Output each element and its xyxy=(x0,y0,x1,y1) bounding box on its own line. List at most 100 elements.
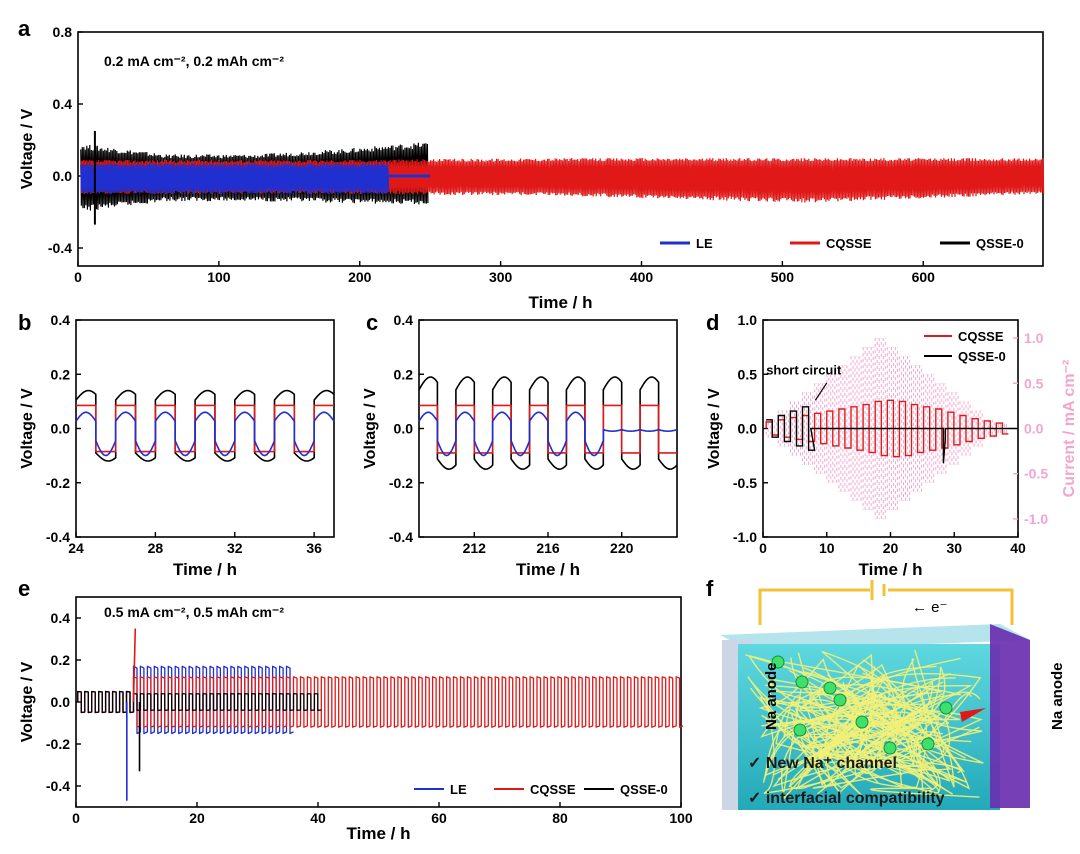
panel-label-f: f xyxy=(706,576,714,601)
x-tick-label: 10 xyxy=(819,540,835,556)
x-axis-label: Time / h xyxy=(859,560,923,579)
series-le-trace xyxy=(75,411,335,457)
y-tick-label: 0.4 xyxy=(51,312,71,328)
y-tick-label: 0.0 xyxy=(53,168,73,184)
x-axis-label: Time / h xyxy=(347,824,411,843)
check-compatibility: ✓ interfacial compatibility xyxy=(748,790,945,807)
legend-label-cqsse: CQSSE xyxy=(958,329,1004,344)
series-qsse0-trace xyxy=(766,406,1018,464)
y-axis-label: Voltage / V xyxy=(706,388,723,469)
na-ion xyxy=(855,715,869,729)
x-tick-label: 100 xyxy=(669,810,693,826)
x-tick-label: 40 xyxy=(310,810,326,826)
chart-b-zoom-early: 24 28 32 36 -0.4 -0.2 0.0 0.2 0.4 Time / h Voltage… xyxy=(19,312,335,579)
left-anode-label: Na anode xyxy=(763,662,780,730)
y-tick-label: 0.2 xyxy=(51,652,71,668)
y-tick-label: -0.2 xyxy=(46,736,70,752)
chart-e-cycling-high: 0 20 40 60 80 100 -0.4 -0.2 0.0 0.2 0.4 Time / h Vol… xyxy=(19,596,693,843)
x-tick-label: 36 xyxy=(306,540,322,556)
legend-label-qsse0: QSSE-0 xyxy=(958,349,1006,364)
x-tick-label: 300 xyxy=(489,269,513,285)
y2-axis-label: Current / mA cm⁻² xyxy=(1061,360,1078,498)
y-tick-label: 0.2 xyxy=(51,366,71,382)
chart-a-cycling: 0 100 200 300 400 500 600 -0.4 0.0 0.4 0.8 Time / h… xyxy=(19,24,1045,312)
x-axis-label: Time / h xyxy=(173,560,237,579)
na-ions xyxy=(771,655,953,755)
x-tick-label: 200 xyxy=(348,269,372,285)
panel-label-e: e xyxy=(18,576,30,601)
series-qsse-0-trace xyxy=(75,389,335,462)
y-axis-label: Voltage / V xyxy=(19,108,36,189)
y-tick-label: -0.4 xyxy=(389,529,413,545)
x-tick-label: 0 xyxy=(74,269,82,285)
x-tick-label: 30 xyxy=(946,540,962,556)
panel-label-c: c xyxy=(366,310,378,335)
short-circuit-arrow xyxy=(814,382,828,401)
y-tick-label: 0.4 xyxy=(51,610,71,626)
y-axis-label: Voltage / V xyxy=(362,388,379,469)
x-tick-label: 60 xyxy=(431,810,447,826)
y-tick-label: 0.4 xyxy=(394,312,414,328)
legend-label-le: LE xyxy=(696,236,713,251)
panel-label-d: d xyxy=(706,310,719,335)
legend-label-qsse0: QSSE-0 xyxy=(620,782,668,797)
polymer-chain xyxy=(765,671,884,792)
x-tick-label: 216 xyxy=(536,540,560,556)
schematic-f: ← e⁻ Na anode Na anode ✓ New Na⁺ channel… xyxy=(720,580,1066,810)
panel-label-b: b xyxy=(18,310,31,335)
y-tick-label: -1.0 xyxy=(733,529,757,545)
polymer-chain xyxy=(769,658,934,790)
y-tick-label: 0.5 xyxy=(738,366,758,382)
polymer-chain xyxy=(763,698,980,798)
x-tick-label: 500 xyxy=(771,269,795,285)
x-tick-label: 400 xyxy=(630,269,654,285)
series-cqsse-trace xyxy=(765,399,1009,458)
y-tick-label: 0.0 xyxy=(51,694,71,710)
x-tick-label: 220 xyxy=(610,540,634,556)
series-qsse-0-trace xyxy=(77,690,322,714)
y-tick-label: -0.4 xyxy=(46,529,70,545)
x-tick-label: 40 xyxy=(1010,540,1026,556)
x-tick-label: 20 xyxy=(189,810,205,826)
y-tick-label: -0.4 xyxy=(46,778,70,794)
na-ion xyxy=(833,693,847,707)
chart-d-ccd: 0 10 20 30 40 -1.0 -0.5 0.0 0.5 1.0 Time / h Voltag… xyxy=(706,312,1078,579)
series-le-trace xyxy=(80,163,390,195)
plot-frame xyxy=(75,319,335,538)
electron-flow-label: ← e⁻ xyxy=(912,599,947,616)
plot-frame xyxy=(77,31,1044,267)
check-new-channel: ✓ New Na⁺ channel xyxy=(748,755,897,772)
y-tick-label: 0.0 xyxy=(738,421,758,437)
na-ion xyxy=(793,723,807,737)
x-tick-label: 32 xyxy=(227,540,243,556)
x-tick-label: 24 xyxy=(68,540,84,556)
y-tick-label: 0.4 xyxy=(53,96,73,112)
na-ion xyxy=(823,681,837,695)
series-le-trace xyxy=(418,411,678,457)
y2-tick-label: 1.0 xyxy=(1024,330,1044,346)
na-ion xyxy=(771,655,785,669)
chart-c-zoom-late: 212 216 220 -0.4 -0.2 0.0 0.2 0.4 Time / h Voltag… xyxy=(362,312,678,579)
polymer-chain xyxy=(772,653,879,776)
x-tick-label: 100 xyxy=(207,269,231,285)
y-tick-label: -0.4 xyxy=(48,240,72,256)
legend-label-cqsse: CQSSE xyxy=(530,782,576,797)
y-tick-label: 0.0 xyxy=(51,421,71,437)
y-axis-label: Voltage / V xyxy=(19,388,36,469)
x-tick-label: 0 xyxy=(759,540,767,556)
y2-tick-label: -1.0 xyxy=(1024,511,1048,527)
polymer-network xyxy=(745,649,984,800)
na-ion xyxy=(883,741,897,755)
short-circuit-annotation: short circuit xyxy=(766,362,842,377)
ion-arrow-icon xyxy=(960,708,986,722)
na-ion xyxy=(939,701,953,715)
y-tick-label: -0.2 xyxy=(389,475,413,491)
y-axis-label: Voltage / V xyxy=(19,661,36,742)
x-tick-label: 80 xyxy=(552,810,568,826)
y-tick-label: -0.2 xyxy=(46,475,70,491)
legend-label-le: LE xyxy=(450,782,467,797)
na-ion xyxy=(795,675,809,689)
y2-tick-label: 0.0 xyxy=(1024,421,1044,437)
right-anode-label: Na anode xyxy=(1049,662,1066,730)
